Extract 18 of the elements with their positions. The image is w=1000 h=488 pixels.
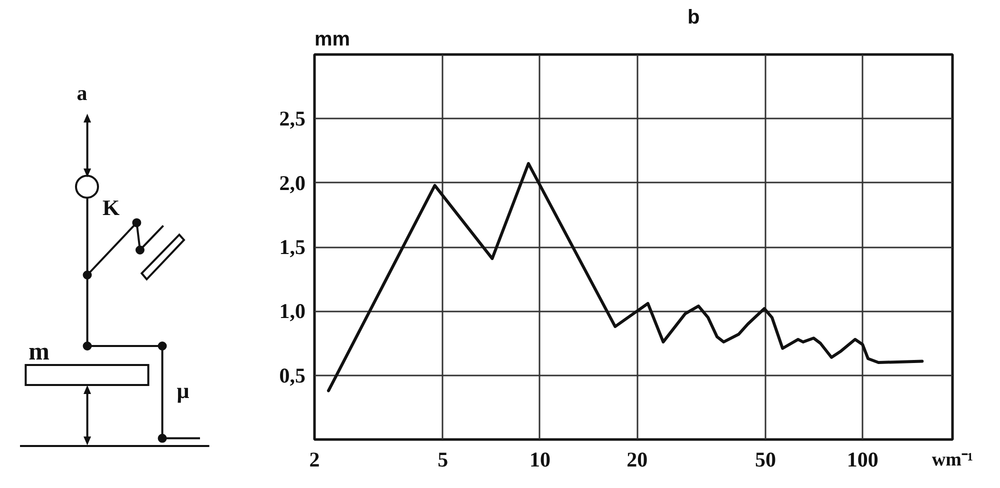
chart-title: b (688, 6, 700, 28)
y-tick-label: 1,0 (279, 299, 306, 324)
x-axis-title: wm⁻¹ (932, 450, 974, 470)
x-tick-label: 5 (438, 448, 448, 472)
text: a (76, 80, 88, 105)
x-tick-label: 2 (309, 448, 320, 472)
y-tick-label: 0,5 (279, 363, 306, 388)
x-tick-label: 100 (846, 448, 878, 472)
x-tick-label: 50 (754, 448, 776, 472)
text: m (28, 338, 50, 366)
y-tick-label: 2,5 (279, 106, 306, 131)
x-tick-label: 20 (626, 448, 648, 472)
y-axis-title: mm (314, 28, 350, 50)
x-tick-label: 10 (529, 448, 550, 472)
y-tick-label: 1,5 (279, 235, 306, 259)
text: μ (176, 378, 190, 404)
y-tick-label: 2,0 (279, 170, 306, 195)
text: K (102, 195, 120, 220)
